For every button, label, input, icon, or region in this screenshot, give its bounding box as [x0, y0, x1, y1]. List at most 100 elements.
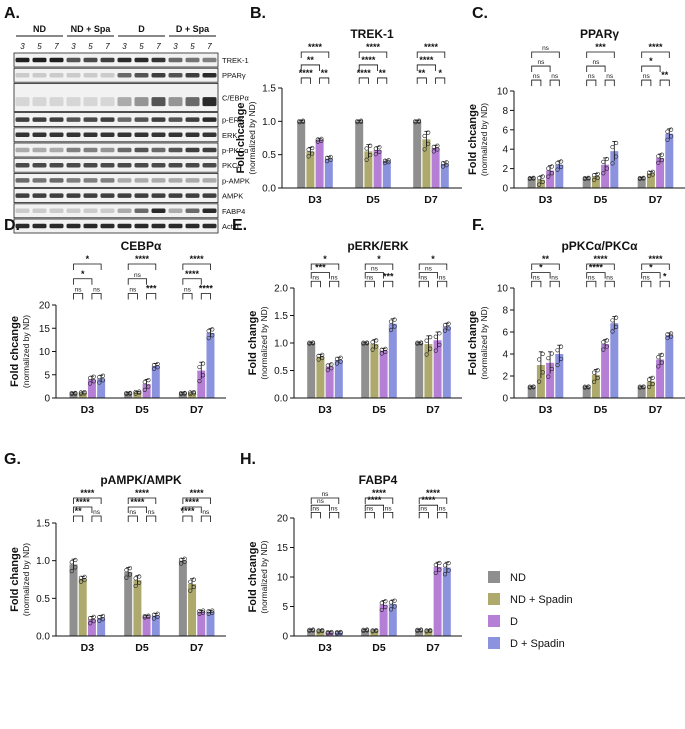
- significance-bracket: [146, 515, 157, 522]
- data-point: [442, 328, 448, 333]
- bar: [206, 611, 215, 636]
- significance-bracket: [531, 79, 542, 87]
- data-point: [531, 176, 536, 181]
- data-point: [329, 630, 334, 635]
- data-point: [206, 329, 211, 334]
- data-point: [210, 327, 215, 332]
- blot-band: [66, 132, 81, 138]
- data-point: [383, 604, 388, 610]
- significance-bracket: [641, 263, 670, 270]
- data-point: [383, 599, 388, 604]
- blot-band: [83, 208, 98, 214]
- data-point: [546, 166, 551, 171]
- significance-bracket: [182, 497, 211, 504]
- data-point: [549, 351, 555, 356]
- data-point: [646, 173, 652, 178]
- bar: [297, 121, 306, 188]
- significance-bracket: [73, 278, 93, 285]
- blot-band: [83, 178, 98, 183]
- data-point: [646, 170, 652, 175]
- blot-membrane: [13, 83, 219, 112]
- data-point: [446, 321, 451, 326]
- data-point: [377, 149, 382, 154]
- y-axis-sublabel: (normalized by ND): [21, 543, 31, 616]
- data-point: [392, 604, 397, 609]
- data-point: [127, 391, 133, 396]
- blot-band: [134, 117, 149, 122]
- bar: [665, 335, 674, 398]
- significance-label: ns: [129, 287, 137, 294]
- data-point: [659, 152, 665, 157]
- blot-band: [49, 223, 64, 229]
- blot-day-label: 5: [37, 42, 42, 51]
- data-point: [536, 182, 542, 187]
- bar: [133, 392, 142, 398]
- data-point: [368, 152, 373, 158]
- blot-band: [83, 193, 98, 198]
- blot-band: [83, 57, 98, 63]
- data-point: [69, 560, 74, 565]
- data-point: [191, 584, 196, 590]
- blot-band: [185, 178, 200, 183]
- bar: [610, 323, 619, 398]
- data-point: [591, 370, 597, 375]
- significance-label: ****: [185, 497, 200, 507]
- significance-bracket: [416, 51, 446, 58]
- significance-bracket: [586, 272, 606, 279]
- data-point: [306, 147, 311, 152]
- blot-band: [49, 117, 64, 122]
- data-point: [91, 614, 96, 619]
- data-point: [310, 151, 315, 156]
- data-point: [151, 612, 157, 617]
- data-point: [665, 129, 670, 134]
- blot-band: [32, 208, 47, 214]
- x-tick-label: D5: [366, 194, 380, 206]
- data-point: [329, 366, 334, 371]
- data-point: [310, 341, 316, 346]
- blot-membrane: [13, 172, 219, 188]
- data-point: [338, 355, 343, 360]
- data-point: [442, 572, 448, 577]
- significance-bracket: [73, 515, 84, 522]
- significance-bracket: [418, 497, 448, 504]
- bar: [306, 151, 315, 188]
- data-point: [182, 391, 187, 396]
- data-point: [91, 379, 96, 384]
- chart-panel: D. CEBPα 0 5 10 15 20 Fold chcange (normalized b…: [4, 217, 226, 416]
- significance-bracket: [641, 280, 652, 288]
- significance-bracket: [127, 278, 147, 285]
- blot-membrane: [13, 52, 219, 68]
- data-point: [659, 352, 665, 357]
- data-point: [440, 161, 446, 166]
- significance-bracket: [364, 497, 394, 504]
- data-point: [88, 616, 93, 621]
- y-tick-label: 5: [44, 370, 50, 381]
- significance-bracket: [531, 272, 551, 279]
- legend-swatch: [488, 593, 500, 605]
- data-point: [78, 575, 84, 580]
- significance-bracket: [73, 263, 102, 270]
- chart-panel: C. PPARγ 0 2 4 6 8 10 Fold chcange (normalized by…: [467, 5, 685, 206]
- bar: [361, 630, 370, 636]
- data-point: [100, 373, 106, 378]
- bar: [546, 362, 555, 398]
- chart-panel-letter: C.: [472, 5, 488, 22]
- significance-bracket: [364, 504, 384, 512]
- significance-bracket: [182, 506, 202, 513]
- significance-bracket: [418, 512, 429, 519]
- blot-protein-label: p-PKCα: [222, 146, 249, 155]
- data-point: [88, 621, 93, 626]
- significance-bracket: [310, 497, 340, 504]
- blot-band: [151, 162, 166, 168]
- significance-bracket: [364, 263, 394, 270]
- blot-row: p-AMPK: [13, 172, 250, 188]
- data-point: [358, 119, 364, 124]
- data-point: [178, 557, 184, 562]
- bar: [379, 350, 388, 398]
- data-point: [191, 577, 196, 582]
- blot-band: [117, 208, 132, 214]
- blot-membrane: [13, 203, 219, 219]
- data-point: [320, 355, 325, 361]
- blot-row: Actin: [13, 218, 239, 234]
- bar: [307, 630, 316, 636]
